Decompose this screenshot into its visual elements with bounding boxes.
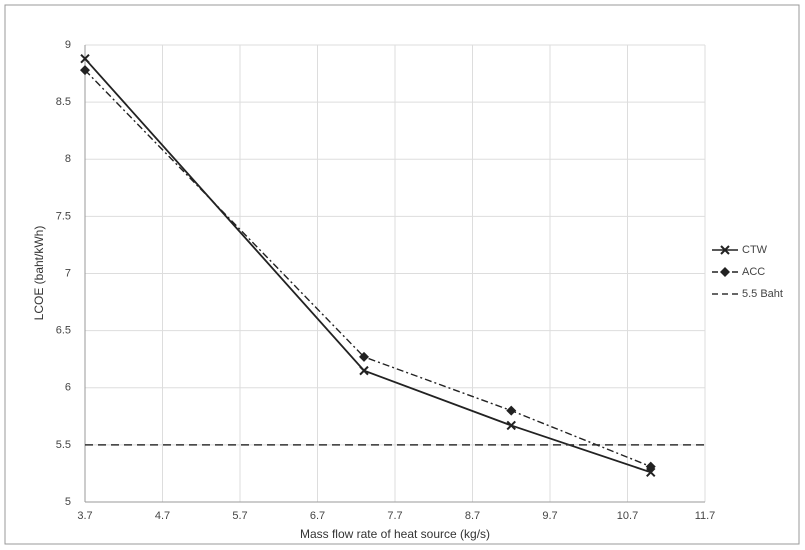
marker bbox=[80, 54, 90, 64]
legend-label: CTW bbox=[742, 244, 768, 256]
marker bbox=[506, 405, 517, 416]
x-axis-title: Mass flow rate of heat source (kg/s) bbox=[300, 527, 490, 541]
x-tick-label: 4.7 bbox=[155, 510, 170, 522]
marker bbox=[506, 420, 516, 431]
y-axis-title: LCOE (baht/kWh) bbox=[32, 226, 46, 321]
y-tick-label: 6.5 bbox=[56, 325, 71, 337]
legend-label: 5.5 Baht bbox=[742, 288, 783, 300]
x-tick-label: 8.7 bbox=[465, 510, 480, 522]
frame bbox=[4, 4, 800, 545]
y-tick-label: 9 bbox=[65, 39, 71, 51]
y-tick-label: 8 bbox=[65, 153, 71, 165]
x-tick-label: 5.7 bbox=[232, 510, 247, 522]
x-tick-label: 6.7 bbox=[310, 510, 325, 522]
marker bbox=[80, 65, 90, 76]
x-tick-label: 11.7 bbox=[695, 510, 716, 522]
marker bbox=[646, 467, 656, 478]
marker bbox=[359, 351, 369, 362]
y-tick-label: 6 bbox=[65, 382, 71, 394]
series-line bbox=[84, 69, 652, 468]
series-line bbox=[84, 58, 652, 474]
legend-label: ACC bbox=[742, 266, 765, 278]
y-tick-label: 5 bbox=[65, 496, 71, 508]
legend-marker bbox=[720, 245, 730, 255]
x-tick-label: 3.7 bbox=[77, 510, 92, 522]
x-tick-label: 9.7 bbox=[542, 510, 557, 522]
legend-marker bbox=[720, 267, 730, 277]
y-tick-label: 5.5 bbox=[56, 439, 71, 451]
x-tick-label: 10.7 bbox=[617, 510, 638, 522]
y-tick-label: 7 bbox=[65, 267, 71, 279]
marker bbox=[645, 461, 656, 472]
x-tick-label: 7.7 bbox=[387, 510, 402, 522]
y-tick-label: 7.5 bbox=[56, 210, 71, 222]
y-tick-label: 8.5 bbox=[56, 96, 71, 108]
marker bbox=[359, 365, 369, 376]
